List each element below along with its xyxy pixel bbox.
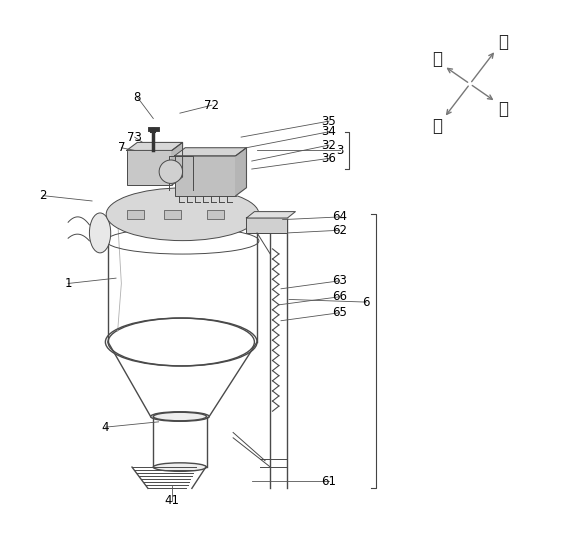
Ellipse shape xyxy=(159,160,183,184)
Text: 2: 2 xyxy=(39,189,47,202)
Text: 41: 41 xyxy=(164,494,179,507)
Text: 65: 65 xyxy=(332,306,347,319)
Text: 后: 后 xyxy=(432,117,442,135)
Text: 前: 前 xyxy=(498,33,507,51)
FancyBboxPatch shape xyxy=(206,210,224,218)
Text: 32: 32 xyxy=(321,139,336,151)
Text: 72: 72 xyxy=(205,98,219,112)
Text: 4: 4 xyxy=(102,421,109,434)
Ellipse shape xyxy=(108,190,257,238)
Text: 左: 左 xyxy=(432,50,442,68)
Ellipse shape xyxy=(153,463,206,471)
Polygon shape xyxy=(246,212,295,218)
Text: 66: 66 xyxy=(332,291,347,303)
Text: 35: 35 xyxy=(321,114,336,128)
Ellipse shape xyxy=(151,412,209,421)
Text: 63: 63 xyxy=(332,274,347,287)
FancyBboxPatch shape xyxy=(127,150,172,185)
Text: 62: 62 xyxy=(332,224,347,237)
FancyBboxPatch shape xyxy=(127,210,144,218)
Text: 64: 64 xyxy=(332,210,347,224)
Text: 右: 右 xyxy=(498,100,507,118)
Text: 3: 3 xyxy=(336,144,343,157)
Text: 34: 34 xyxy=(321,125,336,138)
Text: 61: 61 xyxy=(321,475,336,488)
Text: 1: 1 xyxy=(64,277,72,290)
FancyBboxPatch shape xyxy=(175,156,236,196)
Ellipse shape xyxy=(90,213,111,253)
Polygon shape xyxy=(175,148,246,156)
Polygon shape xyxy=(172,142,183,185)
Text: 73: 73 xyxy=(127,131,142,143)
Text: 36: 36 xyxy=(321,152,336,165)
Text: 7: 7 xyxy=(117,141,125,154)
FancyBboxPatch shape xyxy=(164,210,181,218)
Polygon shape xyxy=(236,148,246,196)
Polygon shape xyxy=(127,142,183,150)
FancyBboxPatch shape xyxy=(246,218,287,233)
Text: 8: 8 xyxy=(134,91,141,104)
Text: 6: 6 xyxy=(362,296,370,309)
Ellipse shape xyxy=(106,188,259,241)
